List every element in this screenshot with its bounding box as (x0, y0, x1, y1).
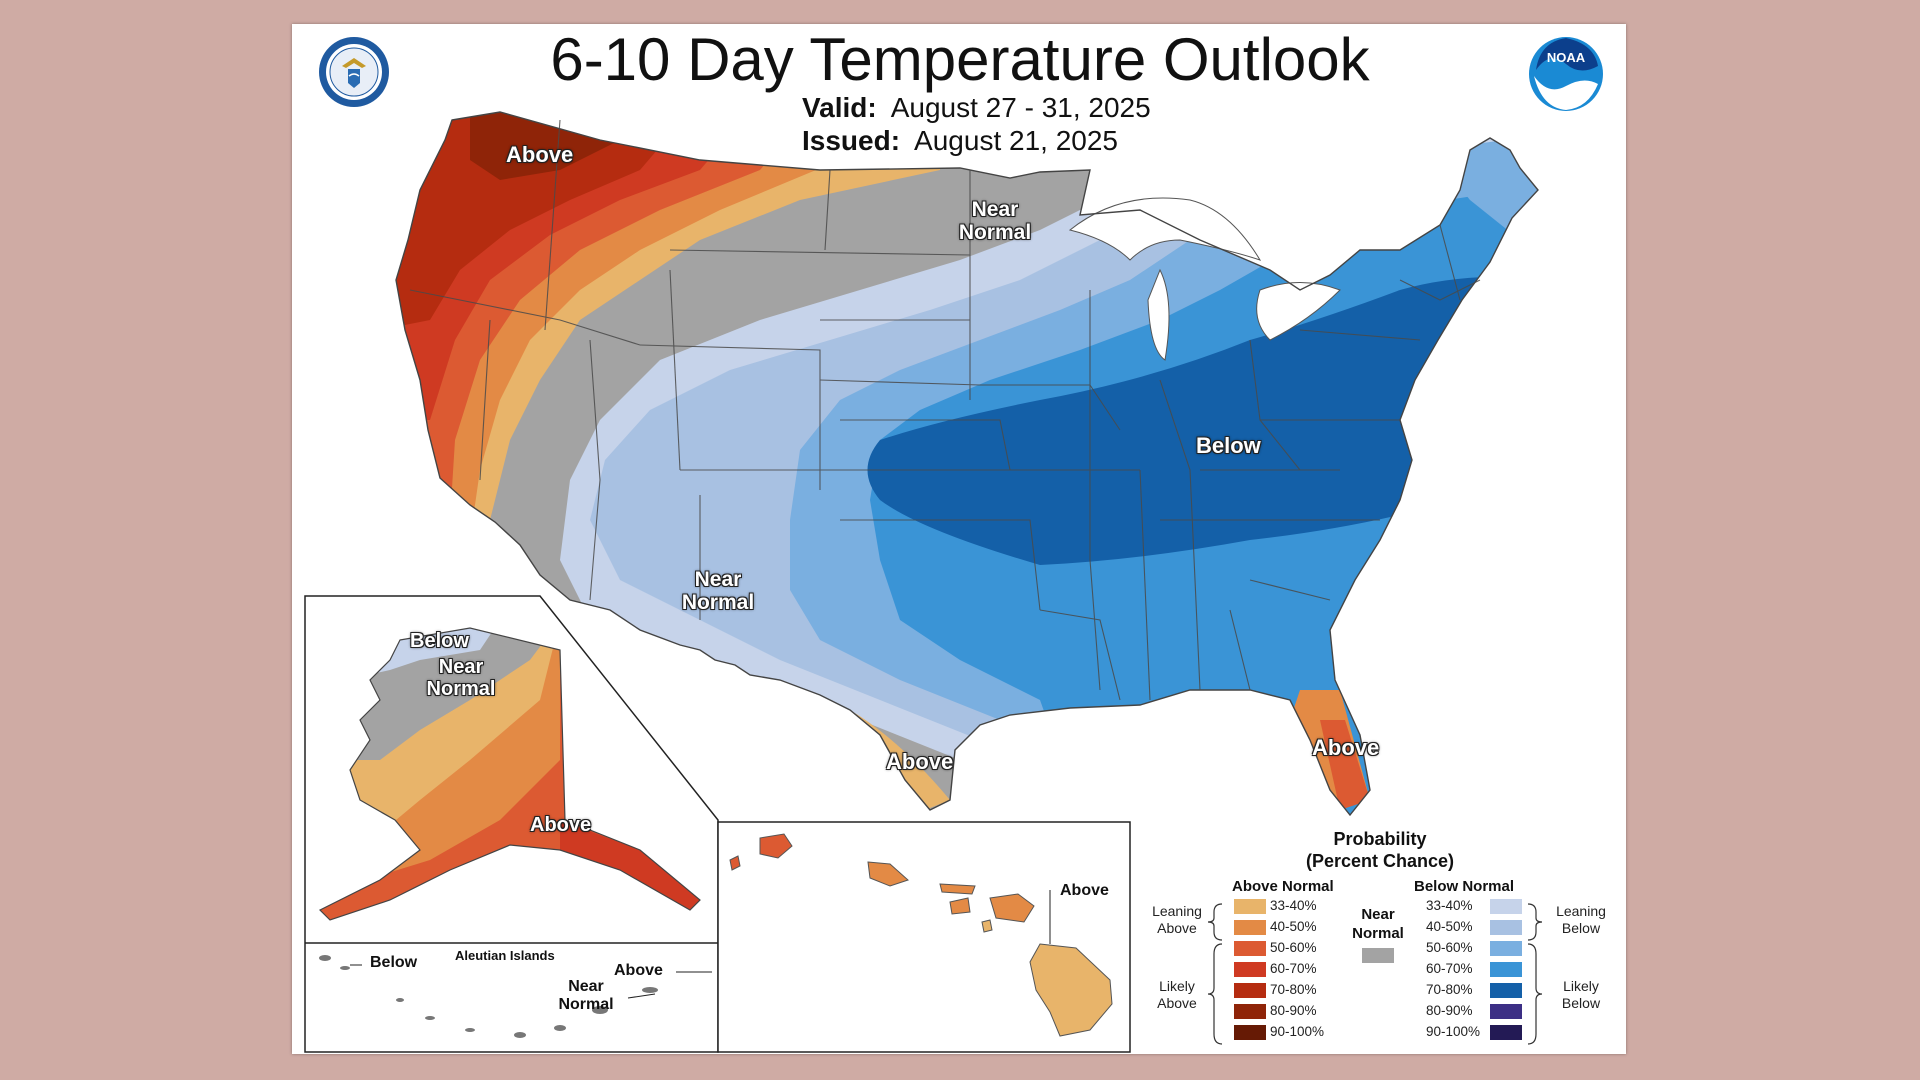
valid-label: Valid: (802, 92, 877, 123)
page-title: 6-10 Day Temperature Outlook (550, 26, 1370, 93)
legend-above-range-5: 80-90% (1270, 1003, 1317, 1018)
alaska-label-below: Below (410, 630, 469, 652)
legend-above-swatch-5 (1234, 1004, 1266, 1019)
legend-likely-above: Likely Above (1157, 978, 1197, 1011)
legend-near-normal-label: Near Normal (1352, 906, 1404, 942)
legend-leaning-above: Leaning Above (1152, 903, 1202, 936)
legend-above-range-1: 40-50% (1270, 919, 1317, 934)
aleutian-islands-title: Aleutian Islands (455, 948, 555, 963)
legend-below-swatch-4 (1490, 983, 1522, 998)
map-label-upper-midwest: Near Normal (958, 198, 1032, 245)
legend-above-range-3: 60-70% (1270, 961, 1317, 976)
alaska-label-near-normal: Near Normal (426, 656, 496, 700)
legend-above-swatch-3 (1234, 962, 1266, 977)
issued-line: Issued: August 21, 2025 (802, 126, 1118, 156)
valid-dates: August 27 - 31, 2025 (890, 92, 1151, 123)
legend-leaning-below: Leaning Below (1556, 903, 1606, 936)
legend-above-header: Above Normal (1232, 878, 1334, 895)
legend-below-header: Below Normal (1414, 878, 1515, 895)
legend-below-swatch-5 (1490, 1004, 1522, 1019)
legend-above-range-6: 90-100% (1270, 1024, 1325, 1039)
aleutians-near-label: Near Normal (558, 978, 614, 1013)
aleutians-above-label: Above (614, 962, 663, 979)
legend-title: Probability (Percent Chance) (1305, 829, 1455, 871)
aleutians-below-label: Below (370, 954, 418, 971)
map-label-east: Below (1196, 433, 1261, 458)
issued-label: Issued: (802, 125, 901, 156)
map-label-southwest: Near Normal (681, 568, 755, 615)
legend-above-swatch-0 (1234, 899, 1266, 914)
legend-above-range-4: 70-80% (1270, 982, 1317, 997)
commerce-seal-icon (319, 37, 389, 107)
issued-date: August 21, 2025 (914, 125, 1118, 156)
map-label-texas: Above (886, 749, 954, 774)
legend-below-range-0: 33-40% (1426, 898, 1473, 913)
legend-above-range-2: 50-60% (1270, 940, 1317, 955)
hawaii-label-above: Above (1060, 882, 1109, 899)
map-label-florida: Above (1312, 735, 1380, 760)
legend-below-swatch-0 (1490, 899, 1522, 914)
legend-near-normal-swatch (1362, 948, 1394, 963)
legend-above-swatch-1 (1234, 920, 1266, 935)
legend-above-swatch-4 (1234, 983, 1266, 998)
legend-below-range-3: 60-70% (1426, 961, 1473, 976)
legend-below-swatch-3 (1490, 962, 1522, 977)
map-label-northwest: Above (506, 142, 574, 167)
alaska-label-above: Above (530, 814, 592, 836)
legend-below-range-6: 90-100% (1426, 1024, 1481, 1039)
legend-below-range-4: 70-80% (1426, 982, 1473, 997)
legend-below-range-5: 80-90% (1426, 1003, 1473, 1018)
legend-below-swatch-6 (1490, 1025, 1522, 1040)
noaa-wordmark: NOAA (1547, 50, 1586, 65)
legend-below-range-1: 40-50% (1426, 919, 1473, 934)
noaa-logo-icon: NOAA (1529, 37, 1603, 111)
legend-above-swatch-6 (1234, 1025, 1266, 1040)
legend-above-swatch-2 (1234, 941, 1266, 956)
legend-above-range-0: 33-40% (1270, 898, 1317, 913)
valid-line: Valid: August 27 - 31, 2025 (802, 93, 1151, 123)
legend-likely-below: Likely Below (1561, 978, 1601, 1011)
legend-below-range-2: 50-60% (1426, 940, 1473, 955)
legend-below-swatch-2 (1490, 941, 1522, 956)
legend-below-swatch-1 (1490, 920, 1522, 935)
